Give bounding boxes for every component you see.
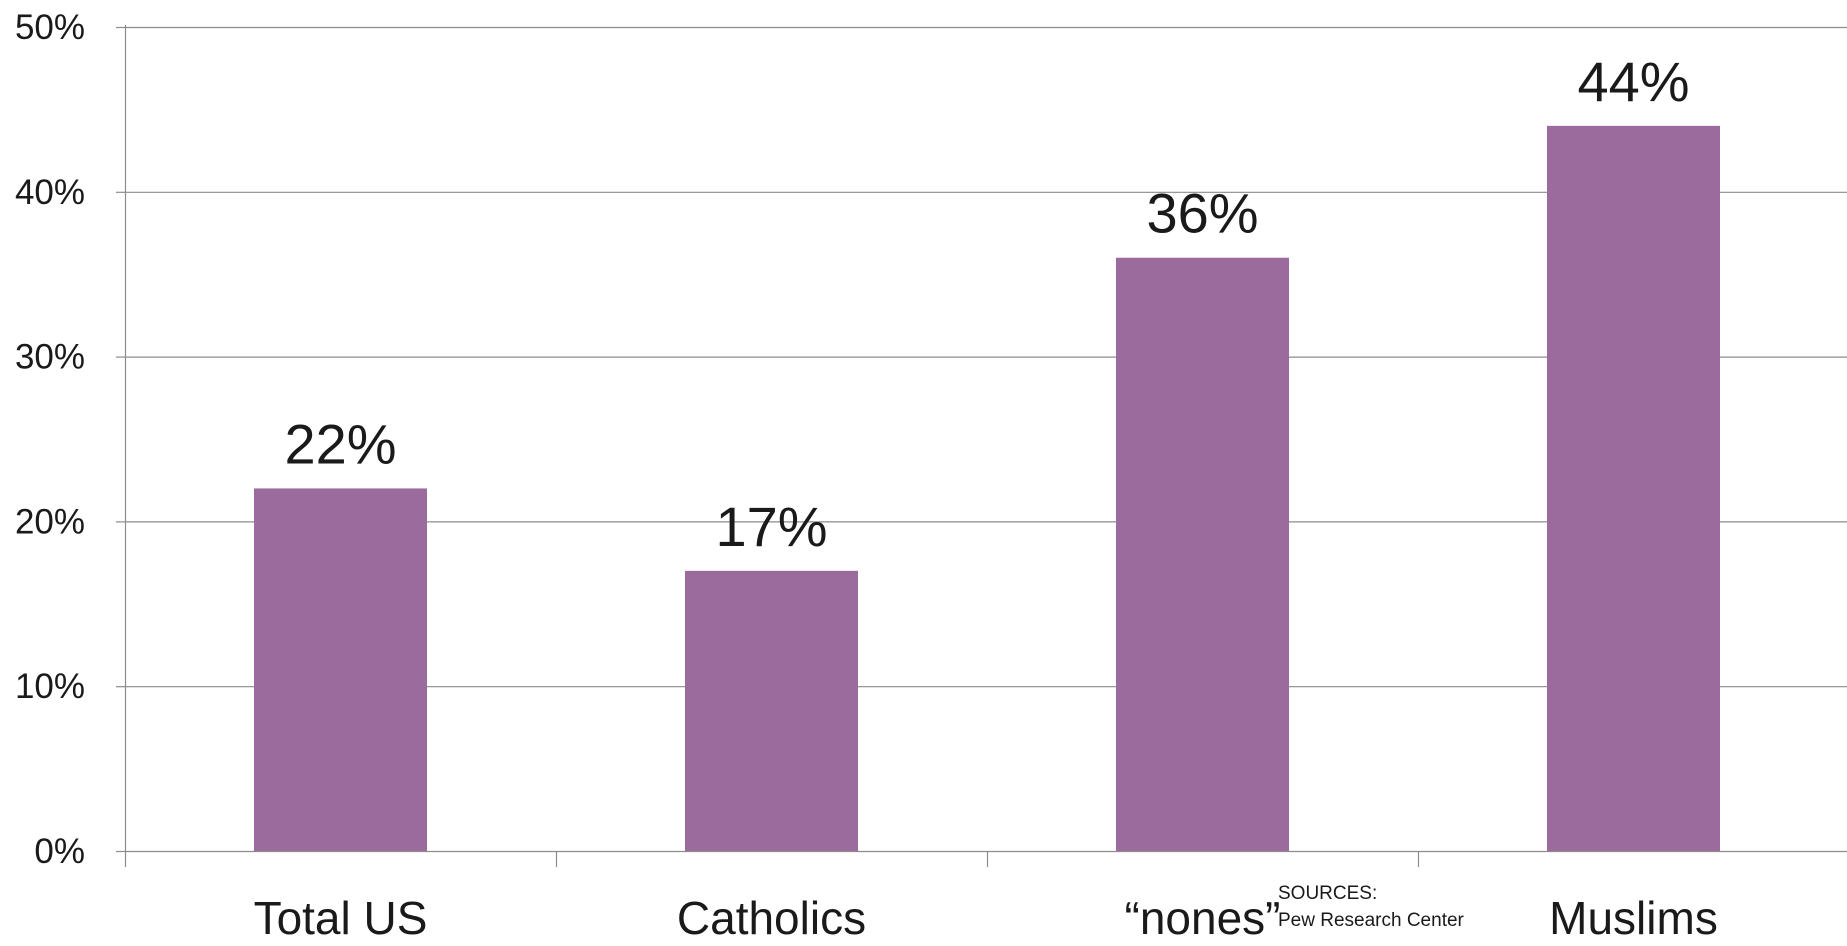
data-label: 44% [1577,50,1689,113]
bar [685,570,858,851]
y-tick-label: 50% [15,8,85,47]
bars [254,125,1720,852]
data-label: 36% [1146,182,1258,245]
bar [1116,257,1289,852]
labels: 0% 10% 20% 30% 40% 50% 22% Total US 17% Catholics… [15,8,1718,944]
bar [254,488,427,851]
x-category-label: Catholics [677,892,866,941]
y-tick-label: 0% [34,832,85,871]
data-label: 22% [284,412,396,475]
axes [116,25,1847,867]
source-name: Pew Research Center [1278,910,1465,931]
y-tick-label: 20% [15,502,85,541]
y-tick-label: 30% [15,338,85,377]
x-category-label: Total US [254,892,428,941]
bar [1547,125,1720,851]
y-tick-label: 10% [15,667,85,706]
y-tick-label: 40% [15,173,85,212]
data-label: 17% [715,495,827,558]
source-heading: SOURCES: [1278,883,1377,904]
source-note: SOURCES: Pew Research Center [1278,883,1465,931]
x-category-label: Muslims [1549,892,1718,941]
x-category-label: “nones” [1125,892,1281,941]
